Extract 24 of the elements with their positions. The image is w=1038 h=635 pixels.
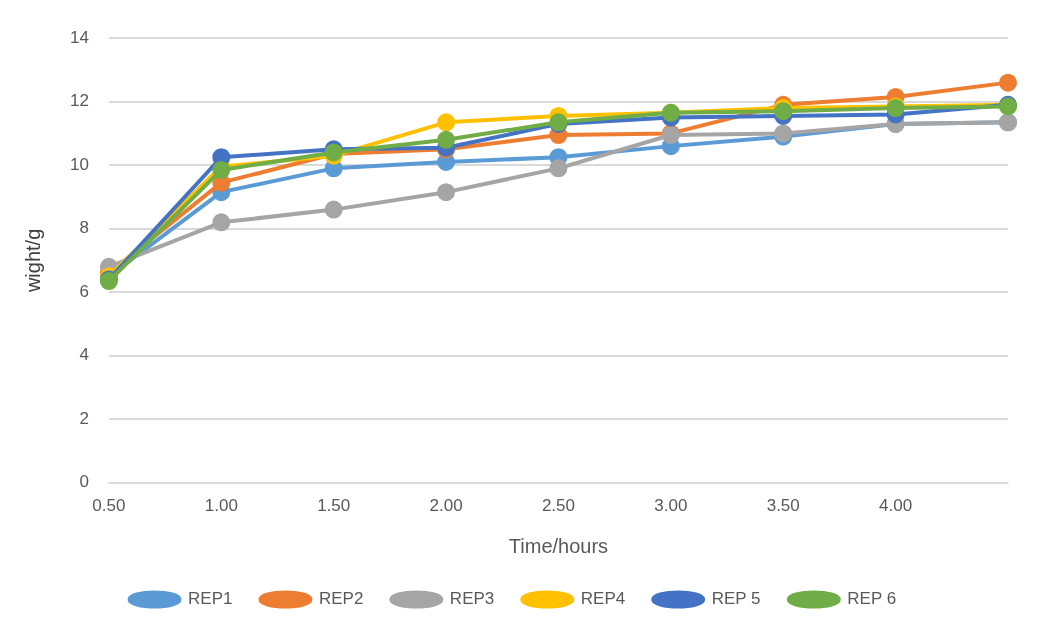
x-tick-label: 3.50	[766, 496, 800, 516]
y-tick-label: 2	[79, 408, 89, 428]
legend-label: REP 6	[847, 589, 897, 609]
x-tick-label: 0.50	[92, 496, 126, 516]
x-tick-label: 3.00	[654, 496, 688, 516]
legend-label: REP2	[318, 589, 364, 609]
y-tick-label: 0	[79, 472, 89, 492]
y-tick-label: 8	[79, 218, 89, 238]
x-tick-label: 2.00	[429, 496, 463, 516]
y-tick-label: 14	[69, 27, 89, 47]
x-tick-label: 4.00	[879, 496, 913, 516]
y-tick-label: 10	[69, 154, 89, 174]
x-tick-label: 2.50	[541, 496, 575, 516]
legend-label: REP 5	[711, 589, 761, 609]
legend-label: REP4	[580, 589, 626, 609]
x-tick-label: 1.00	[204, 496, 238, 516]
legend-label: REP3	[449, 589, 495, 609]
y-tick-label: 12	[69, 91, 89, 111]
legend-label: REP1	[188, 589, 233, 609]
y-tick-label: 6	[79, 281, 89, 301]
y-axis-title: wight/g	[21, 228, 44, 294]
x-axis-title: Time/hours	[508, 534, 609, 557]
x-tick-label: 1.50	[317, 496, 351, 516]
y-tick-label: 4	[79, 345, 89, 365]
